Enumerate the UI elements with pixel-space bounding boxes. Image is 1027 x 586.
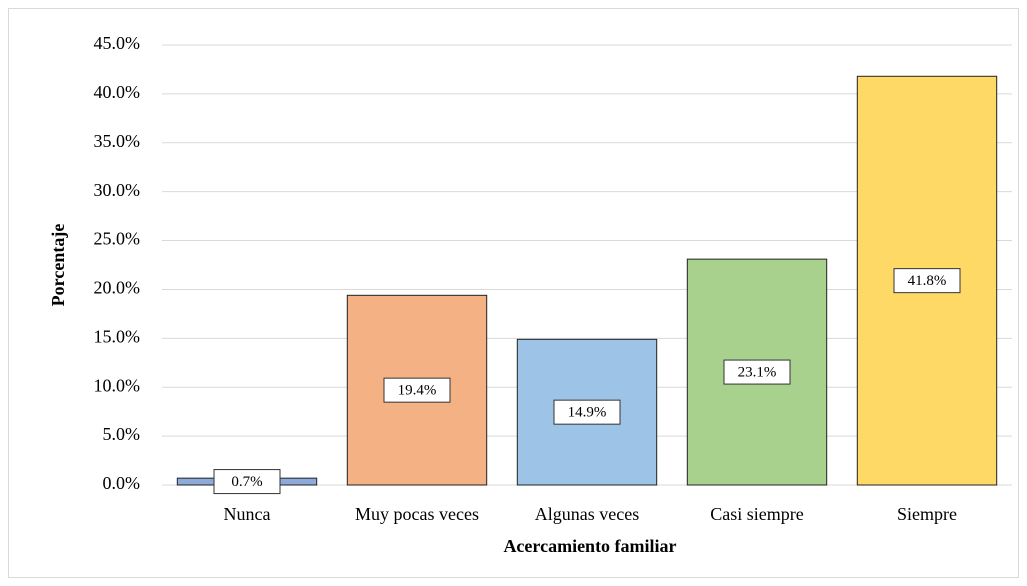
- y-tick-label: 40.0%: [94, 82, 141, 102]
- y-tick-label: 10.0%: [94, 375, 141, 395]
- y-tick-label: 45.0%: [94, 33, 141, 53]
- y-tick-label: 25.0%: [94, 229, 141, 249]
- x-tick-label: Nunca: [224, 504, 271, 524]
- x-tick-label: Algunas veces: [535, 504, 639, 524]
- y-tick-label: 15.0%: [94, 326, 141, 346]
- data-label-box: [383, 377, 451, 403]
- data-label: 0.7%: [231, 474, 262, 490]
- data-label-box: [723, 359, 791, 385]
- y-tick-label: 35.0%: [94, 131, 141, 151]
- x-tick-label: Casi siempre: [710, 504, 803, 524]
- x-tick-label: Siempre: [897, 504, 957, 524]
- y-axis-title: Porcentaje: [48, 224, 68, 307]
- y-tick-label: 20.0%: [94, 278, 141, 298]
- y-tick-label: 5.0%: [103, 424, 141, 444]
- x-tick-label: Muy pocas veces: [355, 504, 479, 524]
- data-label-box: [213, 469, 281, 495]
- data-label: 14.9%: [568, 405, 607, 421]
- data-label-box: [893, 268, 961, 294]
- y-tick-label: 30.0%: [94, 180, 141, 200]
- x-axis-title: Acercamiento familiar: [503, 536, 676, 556]
- data-label-box: [553, 399, 621, 425]
- data-label: 41.8%: [908, 273, 947, 289]
- data-label: 23.1%: [738, 365, 777, 381]
- y-tick-label: 0.0%: [103, 473, 141, 493]
- data-label: 19.4%: [398, 383, 437, 399]
